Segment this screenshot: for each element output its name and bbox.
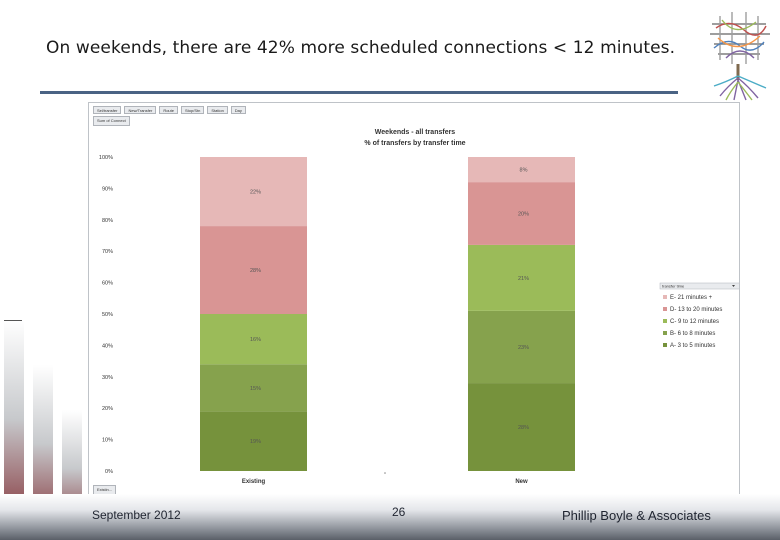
legend-swatch bbox=[663, 319, 667, 323]
legend-swatch bbox=[663, 343, 667, 347]
pivot-field-bar: Sel/transfer New/Transfer Route Stop/Stn… bbox=[93, 106, 246, 114]
data-label: 19% bbox=[250, 439, 261, 445]
bar-segment bbox=[200, 226, 307, 314]
pivot-field-button[interactable]: Station bbox=[207, 106, 228, 114]
y-tick-label: 60% bbox=[102, 281, 113, 287]
pivot-field-button[interactable]: Route bbox=[159, 106, 178, 114]
legend-entry: E- 21 minutes + bbox=[670, 295, 713, 301]
data-label: 20% bbox=[518, 212, 529, 218]
legend-swatch bbox=[663, 295, 667, 299]
pivot-field-button[interactable]: Sel/transfer bbox=[93, 106, 122, 114]
legend-entry: C- 9 to 12 minutes bbox=[670, 319, 719, 325]
data-label: 16% bbox=[250, 337, 261, 343]
y-tick-label: 50% bbox=[102, 312, 113, 318]
title-divider bbox=[40, 91, 678, 94]
data-label: 22% bbox=[250, 190, 261, 196]
data-label: 8% bbox=[520, 168, 528, 174]
legend-entry: D- 13 to 20 minutes bbox=[670, 307, 722, 313]
data-label: 28% bbox=[518, 425, 529, 431]
pivot-field-button[interactable]: New/Transfer bbox=[124, 106, 157, 114]
y-tick-label: 30% bbox=[102, 375, 113, 381]
bar-segment bbox=[200, 157, 307, 227]
pivot-field-button[interactable]: Day bbox=[230, 106, 246, 114]
bar-segment bbox=[200, 364, 307, 412]
tree-logo-icon bbox=[710, 12, 770, 101]
y-tick-label: 0% bbox=[105, 469, 113, 475]
pivot-values-button[interactable]: Sum of Connect bbox=[93, 116, 130, 126]
company-name: Phillip Boyle & Associates bbox=[562, 508, 711, 523]
bar-segment bbox=[468, 310, 575, 384]
bar-segment bbox=[468, 182, 575, 245]
bar-segment bbox=[468, 157, 575, 183]
legend-entry: A- 3 to 5 minutes bbox=[670, 343, 715, 349]
data-label: 21% bbox=[518, 276, 529, 282]
chart-frame: Sel/transfer New/Transfer Route Stop/Stn… bbox=[88, 102, 740, 498]
bar-segment bbox=[468, 383, 575, 471]
y-tick-label: 40% bbox=[102, 343, 113, 349]
legend-swatch bbox=[663, 331, 667, 335]
page-number: 26 bbox=[392, 505, 406, 519]
y-tick-label: 20% bbox=[102, 406, 113, 412]
data-label: 15% bbox=[250, 386, 261, 392]
x-tick-label: New bbox=[515, 479, 528, 485]
slide-title: On weekends, there are 42% more schedule… bbox=[46, 38, 676, 58]
x-tick-label: Existing bbox=[242, 479, 266, 485]
pivot-field-button[interactable]: Stop/Stn bbox=[181, 106, 205, 114]
bar-segment bbox=[468, 244, 575, 311]
legend-swatch bbox=[663, 307, 667, 311]
axis-marker bbox=[384, 472, 386, 474]
bar-segment bbox=[200, 314, 307, 365]
chart-title: Weekends - all transfers bbox=[375, 129, 456, 136]
footer-bar bbox=[0, 494, 780, 540]
stacked-bar-chart: Weekends - all transfers % of transfers … bbox=[99, 129, 739, 485]
chart-subtitle: % of transfers by transfer time bbox=[364, 140, 465, 147]
legend-field-button bbox=[659, 282, 739, 290]
y-tick-label: 90% bbox=[102, 186, 113, 192]
y-tick-label: 70% bbox=[102, 249, 113, 255]
legend-title: transfer time bbox=[662, 284, 685, 289]
chevron-down-icon bbox=[732, 285, 735, 287]
legend-entry: B- 6 to 8 minutes bbox=[670, 331, 715, 337]
y-tick-label: 100% bbox=[99, 155, 113, 161]
data-label: 28% bbox=[250, 268, 261, 274]
footer-date: September 2012 bbox=[92, 508, 181, 522]
y-tick-label: 10% bbox=[102, 438, 113, 444]
y-tick-label: 80% bbox=[102, 218, 113, 224]
data-label: 23% bbox=[518, 345, 529, 351]
bar-segment bbox=[200, 411, 307, 471]
